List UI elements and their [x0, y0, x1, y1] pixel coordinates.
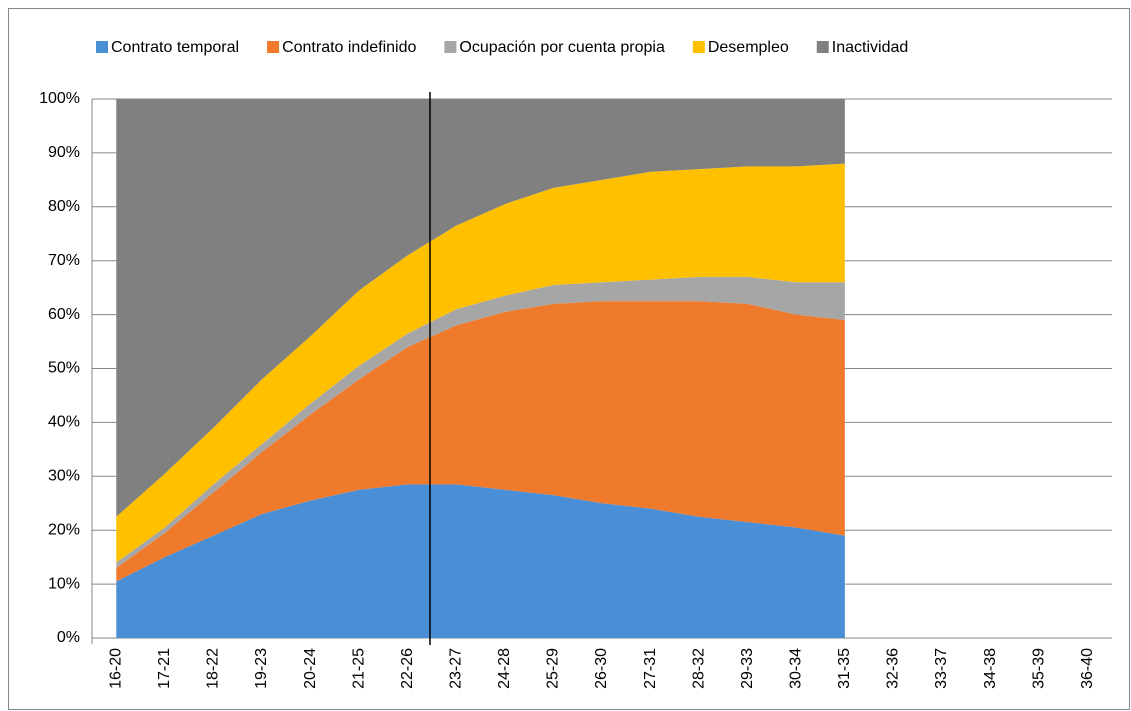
legend-label: Desempleo: [708, 39, 789, 56]
y-tick-label: 80%: [48, 198, 80, 215]
x-tick-label: 17-21: [156, 648, 173, 689]
x-tick-label: 32-36: [885, 648, 902, 689]
x-tick-label: 36-40: [1079, 648, 1096, 689]
x-tick-label: 26-30: [593, 648, 610, 689]
y-tick-label: 50%: [48, 360, 80, 377]
x-tick-label: 20-24: [302, 648, 319, 689]
x-tick-label: 21-25: [350, 648, 367, 689]
legend-label: Contrato indefinido: [282, 39, 416, 56]
x-tick-label: 16-20: [108, 648, 125, 689]
labels: 0% 10% 20% 30% 40% 50% 60% 70% 80% 90% 100% 16-20 17…: [39, 90, 1096, 689]
x-tick-label: 29-33: [739, 648, 756, 689]
legend-swatch: [816, 41, 829, 53]
x-tick-label: 35-39: [1030, 648, 1047, 689]
y-tick-label: 90%: [48, 144, 80, 161]
area: [116, 99, 845, 517]
y-tick-label: 100%: [39, 90, 80, 107]
area: [116, 163, 845, 563]
x-tick-label: 30-34: [788, 648, 805, 689]
y-tick-label: 10%: [48, 575, 80, 592]
x-tick-label: 28-32: [690, 648, 707, 689]
x-tick-label: 19-23: [253, 648, 270, 689]
legend-swatch: [692, 41, 705, 53]
y-tick-label: 20%: [48, 521, 80, 538]
y-tick-label: 30%: [48, 468, 80, 485]
areas: [116, 99, 845, 638]
legend: Contrato temporal Contrato indefinido Ocup…: [96, 39, 908, 56]
x-tick-label: 18-22: [205, 648, 222, 689]
y-tick-label: 60%: [48, 306, 80, 323]
area: [116, 276, 845, 568]
legend-label: Contrato temporal: [111, 39, 239, 56]
y-tick-label: 40%: [48, 414, 80, 431]
legend-swatch: [96, 41, 108, 53]
legend-swatch: [267, 41, 280, 53]
x-tick-label: 31-35: [836, 648, 853, 689]
y-tick-label: 70%: [48, 252, 80, 269]
x-tick-label: 27-31: [642, 648, 659, 689]
x-tick-label: 23-27: [448, 648, 465, 689]
x-tick-label: 22-26: [399, 648, 416, 689]
area: [116, 484, 845, 638]
x-tick-label: 24-28: [496, 648, 513, 689]
y-tick-label: 0%: [57, 629, 80, 646]
legend-label: Ocupación por cuenta propia: [459, 39, 665, 56]
x-tick-label: 34-38: [982, 648, 999, 689]
area: [116, 301, 845, 582]
x-tick-label: 33-37: [933, 648, 950, 689]
legend-label: Inactividad: [832, 39, 909, 56]
x-tick-label: 25-29: [545, 648, 562, 689]
legend-swatch: [444, 41, 457, 53]
